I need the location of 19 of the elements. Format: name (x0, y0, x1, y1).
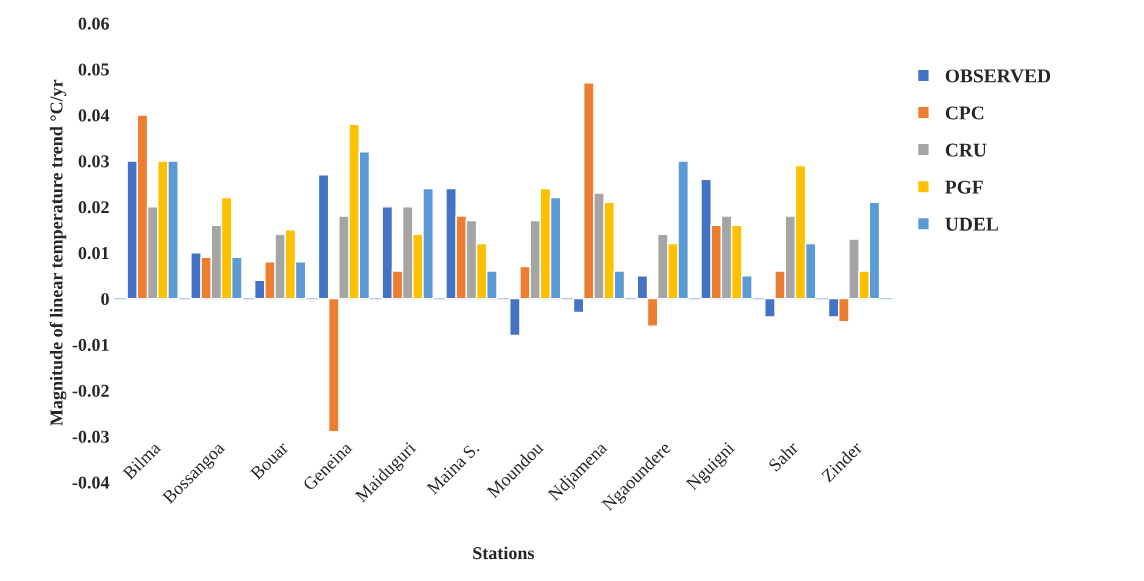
x-tick-label: Sahr (767, 440, 800, 472)
y-tick-label: 0.06 (78, 17, 110, 30)
legend-label: UDEL (945, 217, 999, 231)
y-tick-label: -0.04 (72, 476, 110, 489)
y-tick-label: 0 (101, 292, 109, 306)
legend-label: CRU (945, 143, 987, 157)
y-tick-label: 0.04 (78, 109, 110, 122)
legend-label: CPC (945, 106, 984, 120)
legend-label: PGF (945, 180, 983, 194)
legend-label: OBSERVED (945, 69, 1051, 83)
y-tick-label: -0.03 (72, 430, 109, 443)
y-tick-label: -0.02 (72, 384, 109, 397)
y-axis-title: Magnitude of linear temperature trend °C/yr (49, 79, 67, 426)
y-tick-label: 0.03 (78, 155, 109, 168)
y-tick-label: 0.02 (78, 201, 109, 214)
y-tick-label: -0.01 (72, 338, 109, 352)
y-tick-label: 0.05 (78, 63, 109, 76)
x-axis-title: Stations (473, 546, 535, 560)
y-tick-label: 0.01 (78, 246, 109, 260)
